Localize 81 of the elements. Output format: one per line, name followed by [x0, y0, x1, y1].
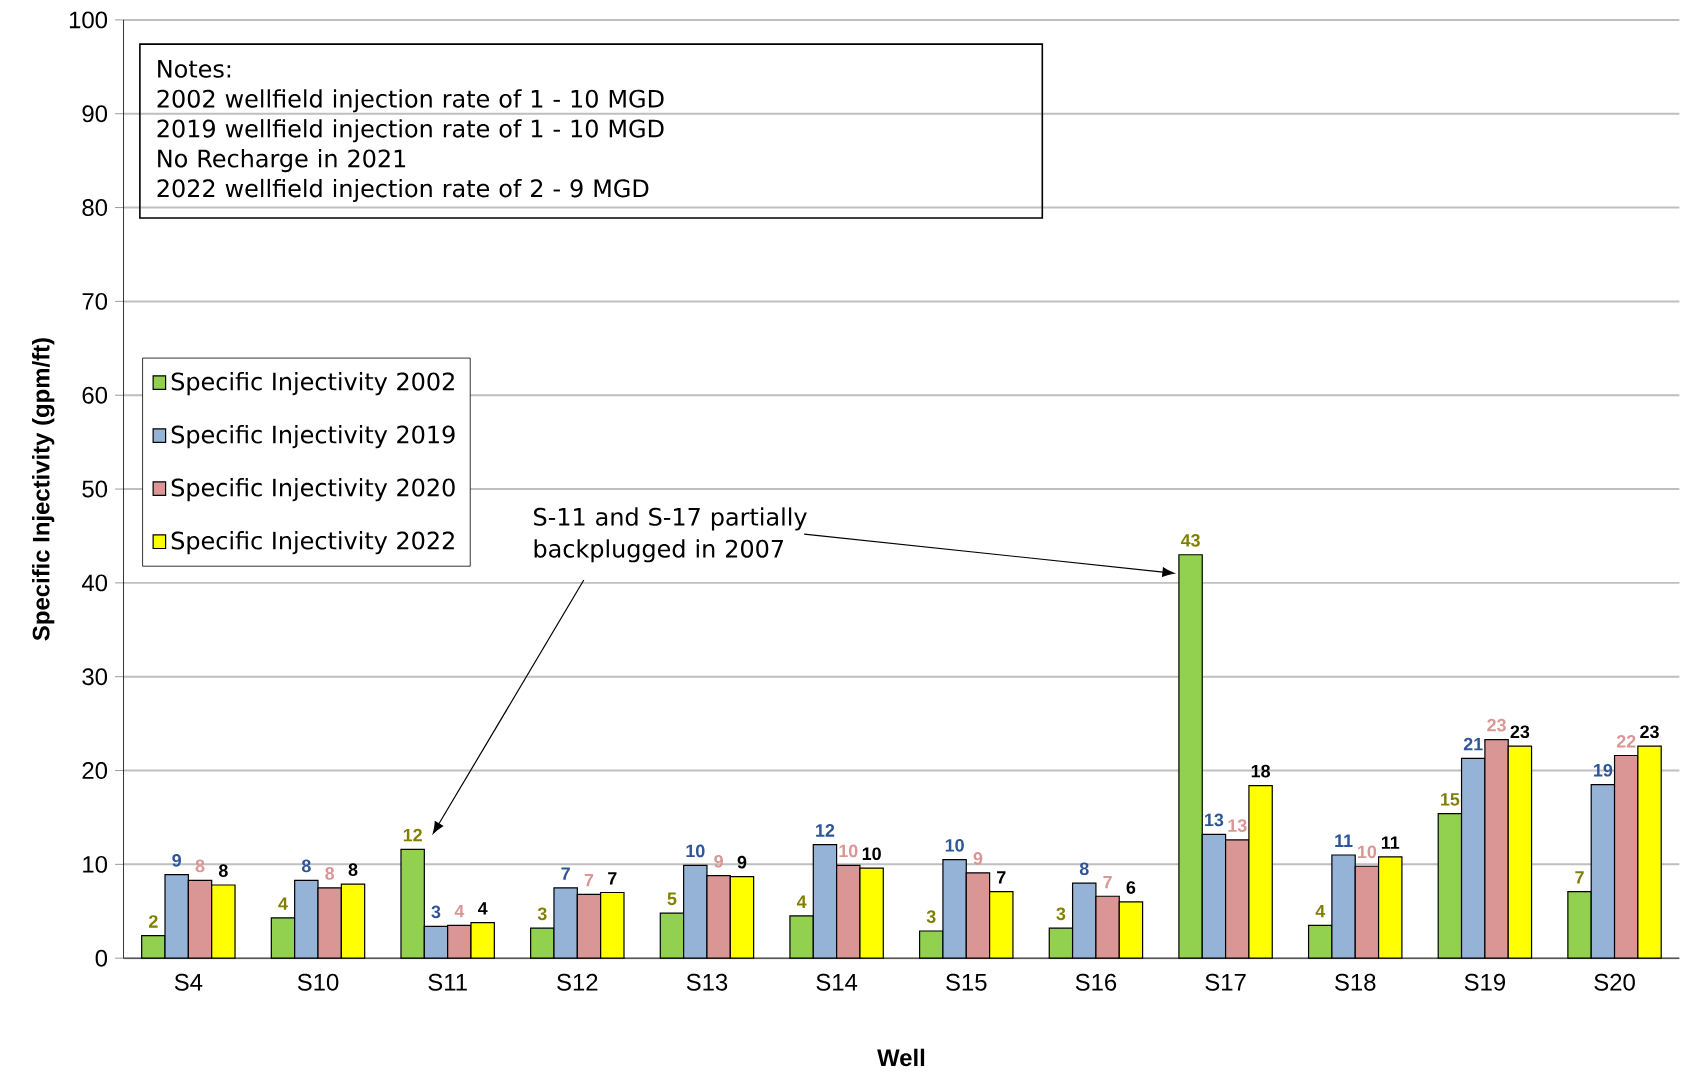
legend-label: Specific Injectivity 2020 — [171, 478, 455, 502]
data-label: 7 — [1575, 871, 1584, 884]
data-label: 7 — [997, 871, 1006, 884]
x-tick-label: S11 — [428, 973, 467, 991]
y-tick-label: 20 — [82, 762, 108, 780]
data-label: 21 — [1463, 737, 1483, 751]
data-label: 12 — [403, 828, 422, 842]
data-label: 10 — [945, 839, 964, 852]
data-label: 9 — [172, 854, 181, 867]
annotation: 2002 wellfield injection rate of 1 - 10 MGD — [157, 89, 664, 113]
x-tick-label: S13 — [686, 973, 728, 991]
data-label: 23 — [1487, 718, 1506, 732]
data-label: 8 — [301, 859, 311, 873]
x-tick-label: S15 — [946, 973, 987, 991]
annotation: Notes: — [158, 60, 231, 78]
data-label: 13 — [1228, 819, 1247, 832]
data-label: 7 — [584, 874, 594, 887]
data-label: 11 — [1381, 836, 1400, 849]
data-label: 10 — [839, 844, 858, 858]
data-label: 10 — [1358, 845, 1377, 859]
y-tick-label: 30 — [82, 668, 108, 686]
legend-label: Specific Injectivity 2019 — [171, 425, 455, 449]
data-label: 4 — [477, 902, 488, 915]
data-label: 23 — [1640, 725, 1659, 739]
data-label: 8 — [348, 863, 358, 877]
data-label: 7 — [561, 867, 570, 880]
data-label: 13 — [1205, 813, 1224, 827]
data-label: 23 — [1510, 725, 1530, 739]
data-label: 3 — [431, 905, 441, 919]
data-label: 11 — [1335, 834, 1353, 848]
x-tick-label: S17 — [1205, 973, 1246, 991]
data-label: 4 — [278, 897, 288, 910]
data-label: 4 — [454, 905, 465, 918]
data-label: 8 — [1079, 862, 1089, 876]
data-label: 22 — [1616, 735, 1636, 748]
data-label: 8 — [218, 864, 228, 878]
x-tick-label: S20 — [1594, 973, 1635, 991]
data-label: 10 — [862, 847, 881, 861]
y-tick-label: 100 — [69, 11, 108, 29]
data-label: 43 — [1180, 534, 1200, 547]
x-axis-title: Well — [877, 1048, 925, 1067]
x-tick-label: S12 — [557, 973, 598, 991]
data-label: 19 — [1594, 763, 1613, 777]
y-tick-label: 50 — [82, 480, 108, 498]
data-label: 10 — [686, 844, 705, 858]
x-tick-label: S14 — [816, 973, 858, 991]
data-label: 2 — [148, 915, 158, 928]
x-tick-label: S4 — [174, 973, 203, 991]
x-tick-label: S19 — [1464, 973, 1506, 991]
y-tick-label: 80 — [82, 199, 108, 217]
data-label: 18 — [1251, 764, 1271, 778]
y-tick-label: 40 — [81, 574, 108, 592]
data-label: 5 — [667, 892, 677, 906]
x-tick-label: S16 — [1075, 973, 1117, 991]
legend-label: Specific Injectivity 2022 — [171, 531, 454, 555]
data-label: 4 — [1315, 905, 1326, 918]
y-tick-label: 90 — [82, 105, 108, 123]
data-label: 7 — [608, 872, 617, 885]
data-label: 9 — [973, 852, 983, 865]
legend-label: Specific Injectivity 2002 — [171, 372, 454, 396]
data-label: 3 — [926, 910, 936, 923]
y-tick-label: 70 — [82, 292, 108, 310]
annotation: No Recharge in 2021 — [158, 149, 406, 173]
data-label: 8 — [325, 867, 335, 880]
data-label: 3 — [1056, 907, 1066, 921]
x-tick-label: S18 — [1335, 973, 1376, 991]
data-label: 15 — [1441, 793, 1460, 806]
data-label: 3 — [537, 907, 547, 921]
y-axis-title: Specific Injectivity (gpm/ft) — [32, 338, 55, 641]
data-label: 12 — [816, 824, 835, 837]
annotation: S-11 and S-17 partially backplugged in 2007 — [534, 507, 807, 563]
data-label: 9 — [737, 855, 747, 869]
data-label: 7 — [1103, 875, 1112, 889]
data-label: 6 — [1126, 881, 1136, 894]
y-tick-label: 10 — [83, 855, 108, 873]
annotation: 2022 wellfield injection rate of 2 - 9 MGD — [157, 178, 649, 203]
data-label: 4 — [796, 895, 807, 908]
annotation: 2019 wellfield injection rate of 1 - 10 MGD — [157, 119, 664, 143]
x-tick-label: S10 — [297, 973, 339, 991]
y-tick-label: 60 — [82, 386, 108, 404]
y-tick-label: 0 — [95, 949, 108, 967]
